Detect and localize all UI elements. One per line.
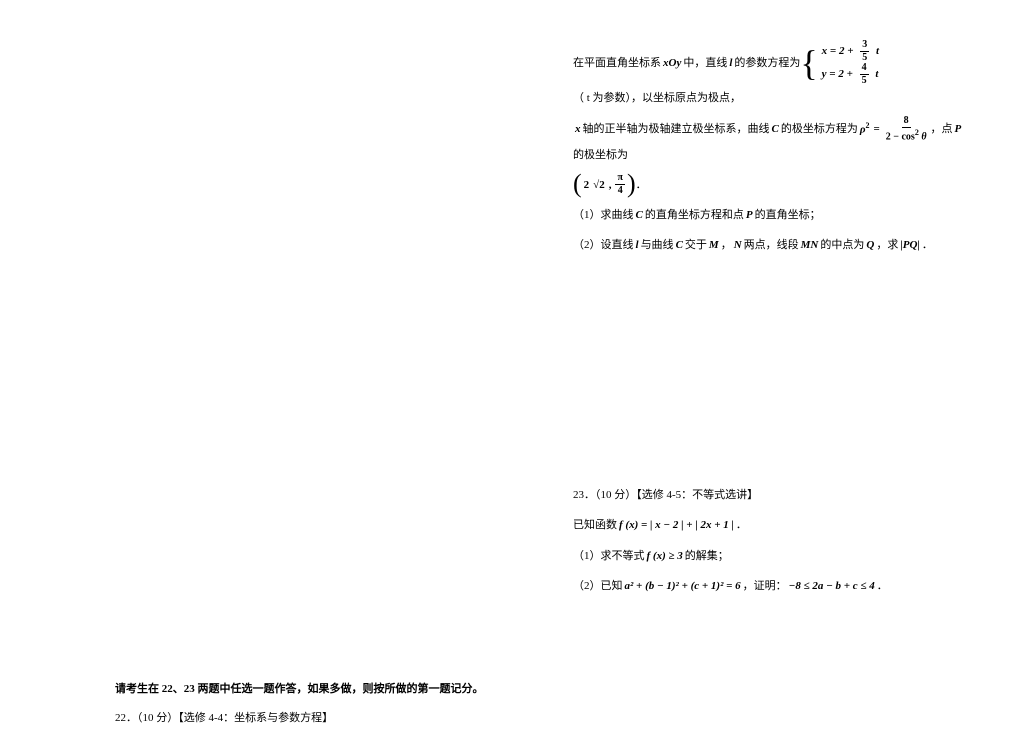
sys-x-t: t	[874, 45, 881, 57]
q23-2a: （2）已知	[573, 574, 623, 598]
parametric-system: { x = 2 + 3 5 t y = 2 + 4 5 t	[800, 40, 881, 86]
den-4: 4	[616, 185, 625, 196]
q2-b: 与曲线	[641, 233, 674, 257]
x-axis: x	[573, 117, 583, 141]
polar-a: 轴的正半轴为极轴建立极坐标系，曲线	[583, 117, 770, 141]
q23-2ineq: −8 ≤ 2a − b + c ≤ 4	[787, 574, 877, 598]
num-8: 8	[902, 116, 911, 128]
q2-e: 两点，线段	[744, 233, 799, 257]
polar-b: 的极坐标方程为	[781, 117, 858, 141]
q2-c-sym: C	[674, 233, 685, 257]
num-3: 3	[860, 40, 869, 52]
parametric-line: 在平面直角坐标系 xOy 中，直线 l 的参数方程为 { x = 2 + 3 5…	[573, 40, 1003, 110]
q2-g: ，求	[876, 233, 898, 257]
q1-a: （1）求曲线	[573, 203, 634, 227]
q23-dot: ．	[736, 513, 747, 537]
frac-4-5: 4 5	[860, 63, 869, 86]
q23-known-a: 已知函数	[573, 513, 617, 537]
q1-c: 的直角坐标；	[755, 203, 821, 227]
q23-header: 23．（10 分）【选修 4-5：不等式选讲】	[573, 483, 1003, 507]
q23-known: 已知函数 f (x) = | x − 2 | + | 2x + 1 | ．	[573, 513, 1003, 537]
q23-2b: ，证明：	[743, 574, 787, 598]
instruction-text: 请考生在 22、23 两题中任选一题作答，如果多做，则按所做的第一题记分。	[115, 680, 515, 696]
point-p: P	[953, 117, 964, 141]
den-5b: 5	[860, 75, 869, 86]
line-l: l	[727, 51, 734, 75]
pt-dot: ．	[636, 173, 647, 197]
polar-line: x 轴的正半轴为极轴建立极坐标系，曲线 C 的极坐标方程为 ρ2 = 8 2 −…	[573, 116, 1003, 167]
q2-pq: |PQ|	[898, 233, 922, 257]
pt-comma: ,	[607, 173, 614, 197]
q23-1b: 的解集；	[685, 544, 729, 568]
intro-mid2: 的参数方程为	[734, 51, 800, 75]
left-brace-icon: {	[800, 47, 817, 79]
num-pi: π	[615, 173, 624, 185]
q23-fx: f (x) = | x − 2 | + | 2x + 1 |	[617, 513, 736, 537]
q2-h: ．	[922, 233, 933, 257]
right-column: 在平面直角坐标系 xOy 中，直线 l 的参数方程为 { x = 2 + 3 5…	[573, 40, 1003, 604]
polar-c: ，点	[931, 117, 953, 141]
q1-p-sym: P	[744, 203, 755, 227]
q2-q: Q	[864, 233, 876, 257]
pt-2: 2	[582, 173, 592, 197]
frac-3-5: 3 5	[860, 40, 869, 63]
q2-l: l	[634, 233, 641, 257]
q2-d: ，	[721, 233, 732, 257]
q23-sub1: （1）求不等式 f (x) ≥ 3 的解集；	[573, 544, 1003, 568]
point-paren: ( 2 √2 , π 4 )	[573, 173, 636, 197]
q22-header: 22．（10 分）【选修 4-4：坐标系与参数方程】	[115, 706, 515, 730]
intro-prefix: 在平面直角坐标系	[573, 51, 661, 75]
q23-sub2: （2）已知 a² + (b − 1)² + (c + 1)² = 6 ，证明： …	[573, 574, 1003, 598]
q23-1fx: f (x) ≥ 3	[645, 544, 685, 568]
pt-root2: √2	[591, 173, 607, 197]
q22-sub2: （2）设直线 l 与曲线 C 交于 M ， N 两点，线段 MN 的中点为 Q …	[573, 233, 1003, 257]
q2-c: 交于	[685, 233, 707, 257]
q2-n: N	[732, 233, 744, 257]
num-4: 4	[860, 63, 869, 75]
den-polar: 2 − cos2 θ	[884, 128, 929, 142]
q2-m: M	[707, 233, 721, 257]
q1-c-sym: C	[634, 203, 645, 227]
q2-f: 的中点为	[820, 233, 864, 257]
q22-sub1: （1）求曲线 C 的直角坐标方程和点 P 的直角坐标；	[573, 203, 1003, 227]
curve-c: C	[770, 117, 781, 141]
q23-2eq: a² + (b − 1)² + (c + 1)² = 6	[623, 574, 743, 598]
sys-x-prefix: x = 2 +	[820, 45, 859, 57]
polar-d: 的极坐标为	[573, 143, 628, 167]
q23-1a: （1）求不等式	[573, 544, 645, 568]
q2-mn: MN	[799, 233, 821, 257]
eq: =	[872, 117, 882, 141]
q2-a: （2）设直线	[573, 233, 634, 257]
frac-polar: 8 2 − cos2 θ	[884, 116, 929, 142]
rho: ρ2	[858, 117, 872, 142]
intro-end: （ t 为参数），以坐标原点为极点，	[573, 86, 741, 110]
q23-2c: ．	[877, 574, 888, 598]
sys-y-t: t	[873, 68, 880, 80]
vertical-gap	[573, 263, 1003, 483]
sys-y-prefix: y = 2 +	[820, 68, 858, 80]
frac-pi-4: π 4	[615, 173, 624, 196]
point-coord: ( 2 √2 , π 4 ) ．	[573, 173, 1003, 197]
intro-mid1: 中，直线	[683, 51, 727, 75]
xoy: xOy	[661, 51, 683, 75]
left-column: 请考生在 22、23 两题中任选一题作答，如果多做，则按所做的第一题记分。 22…	[115, 680, 515, 736]
q1-b: 的直角坐标方程和点	[645, 203, 744, 227]
